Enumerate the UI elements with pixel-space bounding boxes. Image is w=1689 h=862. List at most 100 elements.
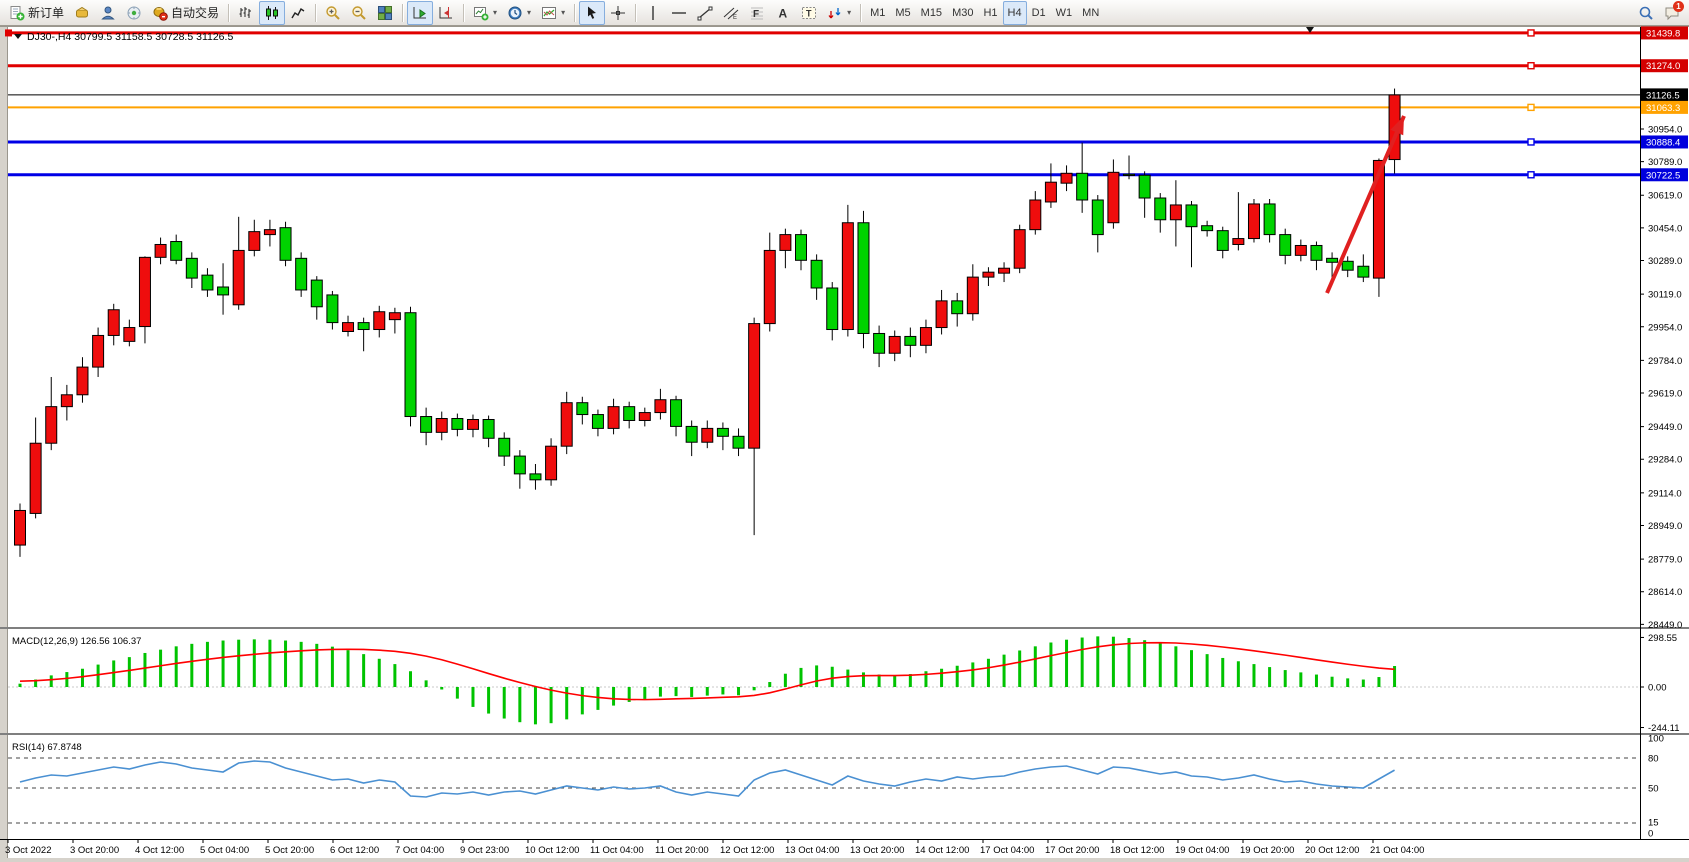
toolbar-separator: [315, 3, 317, 22]
toolbar-vertical-line-button[interactable]: [640, 1, 666, 25]
toolbar-tf-h4-button[interactable]: H4: [1002, 0, 1027, 25]
chevron-down-icon: ▾: [561, 8, 566, 17]
toolbar-new-chart-button[interactable]: ▾: [468, 1, 502, 25]
toolbar-tf-d1-button[interactable]: D1: [1027, 1, 1051, 25]
line-handle[interactable]: [1527, 29, 1535, 37]
candle: [545, 438, 558, 486]
object-anchor-marker[interactable]: [1306, 27, 1314, 33]
toolbar-chart-shift-button[interactable]: [433, 1, 459, 25]
vline-icon: [645, 5, 661, 21]
toolbar-tf-mn-button[interactable]: MN: [1077, 1, 1104, 25]
toolbar-market-watch-button[interactable]: [69, 1, 95, 25]
toolbar-candlestick-chart-button[interactable]: [259, 0, 286, 25]
toolbar-period-selector-button[interactable]: ▾: [502, 1, 536, 25]
line-handle[interactable]: [1527, 138, 1535, 146]
line-handle[interactable]: [1527, 62, 1535, 70]
chevron-down-icon: ▾: [493, 8, 498, 17]
toolbar-tf-h4-label: H4: [1007, 6, 1022, 19]
price-tick-label: 28779.0: [1648, 555, 1682, 566]
toolbar-text-label-button[interactable]: T: [796, 1, 822, 25]
candle: [623, 401, 636, 429]
toolbar-horizontal-line-button[interactable]: [666, 1, 692, 25]
new-order-icon: [9, 5, 25, 21]
toolbar-tf-h1-button[interactable]: H1: [978, 1, 1002, 25]
arrow-object[interactable]: [1325, 115, 1406, 294]
toolbar-tf-m5-button[interactable]: M5: [890, 1, 915, 25]
toolbar-search-button[interactable]: [1633, 1, 1659, 25]
channel-icon: E: [723, 5, 739, 21]
toolbar-data-window-button[interactable]: [95, 1, 121, 25]
candle: [1310, 241, 1323, 271]
symbol-dropdown-icon[interactable]: [14, 34, 22, 39]
line-handle[interactable]: [1527, 103, 1535, 112]
toolbar-text-button[interactable]: A: [770, 1, 796, 25]
candle: [1154, 193, 1167, 233]
candle: [373, 305, 386, 338]
candle: [498, 432, 511, 466]
chart-title: DJ30-,H4 30799.5 31158.5 30728.5 31126.5: [14, 31, 233, 43]
toolbar-separator: [860, 3, 862, 22]
text-label-icon: T: [801, 5, 817, 21]
candle: [904, 327, 917, 358]
toolbar-equidistant-channel-button[interactable]: E: [718, 1, 744, 25]
toolbar-tf-m1-button[interactable]: M1: [865, 1, 890, 25]
price-badge-label: 31063.3: [1646, 103, 1680, 114]
toolbar-cursor-button[interactable]: [579, 0, 606, 25]
toolbar-tf-w1-button[interactable]: W1: [1051, 1, 1078, 25]
toolbar-community-chat-button[interactable]: 1: [1659, 0, 1685, 25]
chat-icon: 1: [1664, 0, 1684, 21]
candle: [919, 319, 932, 354]
candlesticks: [14, 88, 1401, 557]
macd-axis-label: 298.55: [1648, 633, 1677, 644]
toolbar-arrows-button[interactable]: ▾: [822, 1, 856, 25]
toolbar-tf-m15-label: M15: [920, 6, 943, 19]
candle: [951, 292, 964, 327]
toolbar-indicators-button[interactable]: ▾: [536, 1, 570, 25]
toolbar-bar-chart-button[interactable]: [233, 1, 259, 25]
price-tick-label: 29784.0: [1648, 356, 1682, 367]
candle: [1138, 171, 1151, 218]
time-tick-label: 19 Oct 20:00: [1240, 845, 1294, 856]
price-badge-label: 30722.5: [1646, 170, 1680, 181]
toolbar-autotrading-button[interactable]: 自动交易: [147, 1, 224, 25]
zoom-out-icon: [351, 5, 367, 21]
toolbar-fibonacci-button[interactable]: F: [744, 1, 770, 25]
candle: [716, 422, 729, 451]
price-tick-label: 30789.0: [1648, 157, 1682, 168]
candle: [14, 503, 26, 557]
candle: [154, 237, 167, 265]
toolbar-tf-w1-label: W1: [1055, 6, 1073, 19]
toolbar-tf-m30-label: M30: [952, 6, 974, 19]
candle: [1279, 228, 1292, 265]
line-handle[interactable]: [1527, 171, 1535, 179]
chevron-down-icon: ▾: [847, 8, 852, 17]
toolbar-zoom-out-button[interactable]: [346, 1, 372, 25]
toolbar-trendline-button[interactable]: [692, 1, 718, 25]
arrows-icon: [827, 5, 843, 21]
toolbar-tile-windows-button[interactable]: [372, 1, 398, 25]
candle: [326, 290, 339, 330]
toolbar-crosshair-button[interactable]: [605, 1, 631, 25]
candle: [966, 264, 979, 321]
candle: [138, 256, 151, 344]
price-badge: [1641, 59, 1688, 73]
toolbar-line-chart-button[interactable]: [285, 1, 311, 25]
candle: [1029, 191, 1042, 235]
toolbar-auto-scroll-button[interactable]: [407, 0, 434, 25]
price-panel: [5, 27, 1640, 557]
candle: [1076, 142, 1089, 213]
price-tick-label: 30289.0: [1648, 256, 1682, 267]
toolbar-navigator-button[interactable]: [121, 1, 147, 25]
candle: [404, 306, 417, 427]
time-axis: 3 Oct 2022 3 Oct 20:00 4 Oct 12:00 5 Oct 04…: [0, 839, 1689, 856]
candle: [826, 282, 839, 341]
toolbar-new-order-button[interactable]: 新订单: [4, 1, 69, 25]
candle: [763, 232, 776, 332]
toolbar-zoom-in-button[interactable]: [320, 1, 346, 25]
toolbar-tf-m15-button[interactable]: M15: [916, 1, 947, 25]
candle: [607, 398, 620, 435]
line-handle[interactable]: [5, 29, 12, 37]
candle: [45, 376, 58, 451]
toolbar-tf-m30-button[interactable]: M30: [947, 1, 978, 25]
candle: [248, 219, 261, 257]
